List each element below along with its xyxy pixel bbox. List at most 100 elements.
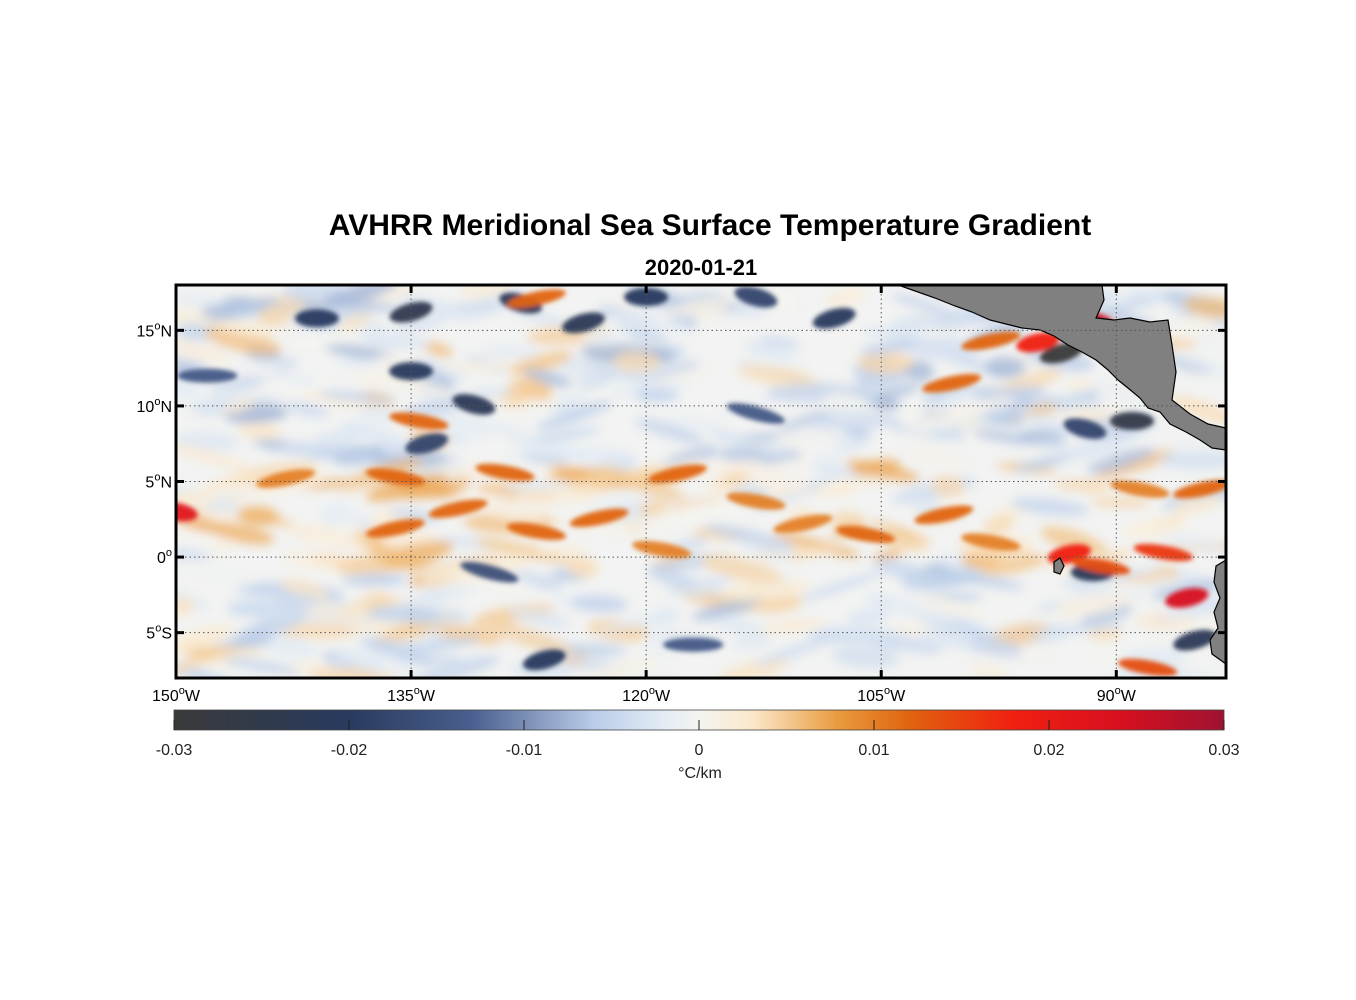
gradient-texture-blob	[595, 611, 680, 634]
gradient-texture-blob	[891, 589, 931, 612]
gradient-texture-blob	[753, 636, 835, 667]
gradient-texture-blob	[1054, 479, 1112, 491]
gradient-texture-blob	[900, 412, 938, 435]
gradient-texture-blob	[295, 388, 381, 412]
cold-patch	[295, 309, 339, 328]
gradient-texture-blob	[222, 398, 255, 415]
gradient-texture-blob	[845, 460, 920, 482]
gradient-texture-blob	[1013, 454, 1070, 473]
cold-patch	[460, 561, 519, 583]
gradient-texture-blob	[176, 560, 253, 582]
gradient-texture-blob	[1054, 592, 1133, 617]
colorbar-tick-label: 0.02	[1033, 742, 1064, 759]
gradient-texture-blob	[880, 635, 944, 654]
warm-front	[1016, 332, 1060, 353]
gradient-texture-blob	[320, 503, 351, 526]
latitude-labels: 15oN 10oN 5oN 0o 5oS	[137, 320, 172, 642]
gradient-texture-blob	[342, 573, 408, 587]
gradient-texture-blob	[759, 335, 800, 349]
gradient-texture-blob	[536, 544, 587, 556]
gradient-texture-blob	[1081, 604, 1133, 626]
gradient-texture-blob	[211, 296, 279, 322]
gradient-texture-blob	[756, 618, 826, 634]
gradient-texture-blob	[648, 366, 714, 386]
gradient-texture-blob	[360, 636, 436, 666]
land-galapagos	[1053, 557, 1065, 575]
gradient-texture-blob	[1179, 658, 1226, 678]
lat-label: 5oS	[146, 623, 172, 643]
warm-front	[176, 502, 198, 522]
warm-front	[1110, 480, 1170, 498]
gradient-texture-blob	[646, 567, 702, 591]
gradient-texture-blob	[238, 423, 282, 440]
gradient-texture-blob	[702, 460, 765, 474]
gradient-texture-blob	[692, 594, 769, 621]
lat-label: 10oN	[137, 396, 172, 416]
gradient-texture-blob	[176, 548, 211, 560]
gradient-texture-blob	[915, 595, 982, 618]
warm-front	[475, 463, 535, 482]
gradient-texture-blob	[228, 595, 321, 617]
land-south-america	[1209, 559, 1226, 665]
warm-front	[726, 492, 786, 510]
cold-patch	[726, 403, 785, 424]
gradient-texture-blob	[669, 416, 723, 431]
gradient-texture-blob	[508, 607, 571, 629]
gradient-texture-blob	[1035, 601, 1068, 612]
gradient-texture-blob	[176, 651, 225, 675]
map-title: AVHRR Meridional Sea Surface Temperature…	[329, 209, 1091, 242]
land-central-america	[897, 285, 1226, 451]
longitude-labels: 150oW 135oW 120oW 105oW 90oW	[152, 685, 1137, 705]
gradient-texture-blob	[705, 611, 768, 640]
gradient-texture-blob	[1179, 313, 1219, 329]
gradient-texture-blob	[176, 294, 226, 307]
gradient-texture-blob	[1122, 517, 1185, 539]
warm-front	[569, 508, 629, 528]
gradient-texture-blob	[1158, 532, 1226, 554]
gradient-texture-blob	[887, 313, 941, 336]
gradient-texture-blob	[370, 545, 426, 572]
gradient-texture-blob	[318, 391, 397, 403]
gradient-texture-blob	[1010, 497, 1090, 516]
gradient-texture-blob	[1086, 448, 1155, 474]
gradient-texture-blob	[522, 453, 570, 465]
gradient-texture-blob	[900, 337, 982, 360]
gradient-texture-blob	[700, 554, 783, 584]
gradient-texture-blob	[972, 430, 1040, 445]
gradient-texture-blob	[1059, 432, 1138, 461]
gradient-texture-blob	[857, 351, 914, 374]
gradient-texture-blob	[810, 413, 900, 431]
gradient-texture-blob	[284, 524, 366, 548]
gradient-texture-blob	[298, 478, 360, 490]
gradient-texture-blob	[870, 520, 920, 539]
gradient-texture-blob	[704, 480, 736, 493]
gradient-texture-blob	[732, 637, 772, 649]
warm-front	[389, 412, 449, 430]
warm-front	[961, 331, 1021, 351]
gradient-texture-blob	[284, 401, 330, 418]
gradient-texture-blob	[372, 353, 425, 364]
gradient-texture-blob	[1034, 394, 1069, 407]
gradient-texture-blob	[1183, 296, 1226, 319]
cold-patch	[405, 433, 449, 455]
gradient-texture-blob	[612, 350, 661, 373]
gradient-texture-blob	[367, 605, 442, 623]
gradient-texture-blob	[200, 472, 257, 493]
gradient-texture-blob	[448, 301, 506, 311]
lon-label: 120oW	[622, 685, 671, 705]
gradient-texture-blob	[822, 626, 911, 639]
colorbar-tick-label: 0	[695, 742, 704, 759]
gradient-texture-blob	[214, 319, 278, 338]
gradient-texture-blob	[1030, 623, 1125, 635]
gradient-texture-blob	[1164, 596, 1220, 620]
warm-front	[1118, 658, 1178, 677]
gradient-texture-blob	[1168, 396, 1226, 425]
gradient-texture-blob	[1041, 406, 1134, 420]
gradient-texture-blob	[933, 569, 1024, 590]
cold-patch	[734, 286, 778, 308]
gradient-texture-blob	[835, 437, 870, 452]
gradient-texture-blob	[299, 601, 382, 627]
cold-patch	[452, 394, 496, 415]
gradient-texture-blob	[773, 532, 861, 558]
gradient-texture-blob	[890, 293, 954, 316]
